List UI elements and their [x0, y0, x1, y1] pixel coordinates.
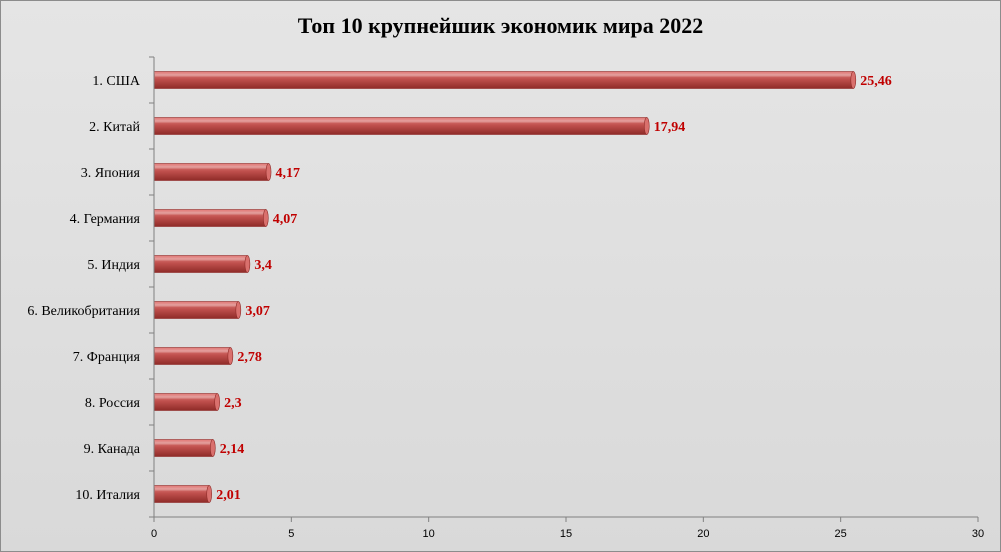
- data-label: 2,3: [224, 396, 242, 411]
- data-label: 2,78: [237, 350, 262, 365]
- bar-highlight: [155, 119, 646, 123]
- data-label: 3,07: [245, 304, 270, 319]
- data-label: 3,4: [254, 258, 271, 273]
- category-label: 6. Великобритания: [27, 304, 140, 319]
- category-label: 2. Китай: [89, 120, 140, 135]
- bar-highlight: [155, 441, 212, 445]
- bar-highlight: [155, 73, 853, 77]
- x-tick-label: 30: [972, 528, 984, 540]
- category-label: 1. США: [92, 74, 140, 89]
- bars-layer: 25,46 17,94 4,17 4,07 3,4 3,07 2,78 2,3 2,14 2,01: [153, 71, 892, 503]
- x-tick-label: 5: [288, 528, 294, 540]
- bar: [153, 301, 242, 319]
- category-label: 10. Италия: [75, 488, 140, 503]
- category-label: 4. Германия: [70, 212, 141, 227]
- bar-highlight: [155, 303, 238, 307]
- x-tick-label: 25: [835, 528, 847, 540]
- data-label: 25,46: [860, 74, 892, 89]
- category-label: 9. Канада: [84, 442, 141, 457]
- chart-title: Топ 10 крупнейшик экономик мира 2022: [297, 13, 704, 38]
- category-label: 5. Индия: [87, 258, 140, 273]
- category-label: 3. Япония: [81, 166, 141, 181]
- bar-highlight: [155, 487, 209, 491]
- bar: [153, 347, 234, 365]
- bar: [153, 485, 213, 503]
- data-label: 2,01: [216, 488, 241, 503]
- x-tick-label: 10: [423, 528, 435, 540]
- data-label: 4,17: [276, 166, 301, 181]
- bar-end-cap: [265, 163, 272, 181]
- bar-highlight: [155, 349, 230, 353]
- bar: [153, 439, 216, 457]
- bar: [153, 209, 269, 227]
- bar-end-cap: [643, 117, 650, 135]
- bar-highlight: [155, 165, 268, 169]
- bar-highlight: [155, 257, 247, 261]
- category-label: 8. Россия: [85, 396, 141, 411]
- category-label: 7. Франция: [73, 350, 141, 365]
- bar: [153, 255, 251, 273]
- data-label: 2,14: [220, 442, 245, 457]
- bar-highlight: [155, 211, 265, 215]
- data-label: 17,94: [654, 120, 686, 135]
- bar-end-cap: [227, 347, 234, 365]
- bar-end-cap: [209, 439, 216, 457]
- bar: [153, 71, 857, 89]
- bar-end-cap: [850, 71, 857, 89]
- axis-layer: 1. США 2. Китай 3. Япония 4. Германия 5. Инд…: [27, 56, 984, 540]
- bar-end-cap: [206, 485, 213, 503]
- bar-highlight: [155, 395, 217, 399]
- x-tick-label: 0: [151, 528, 157, 540]
- data-label: 4,07: [273, 212, 298, 227]
- bar: [153, 393, 220, 411]
- bar-end-cap: [214, 393, 220, 411]
- x-tick-label: 20: [697, 528, 709, 540]
- bar: [153, 117, 650, 135]
- bar-end-cap: [244, 255, 251, 273]
- bar-end-cap: [235, 301, 242, 319]
- x-tick-label: 15: [560, 528, 572, 540]
- bar: [153, 163, 272, 181]
- bar-end-cap: [262, 209, 269, 227]
